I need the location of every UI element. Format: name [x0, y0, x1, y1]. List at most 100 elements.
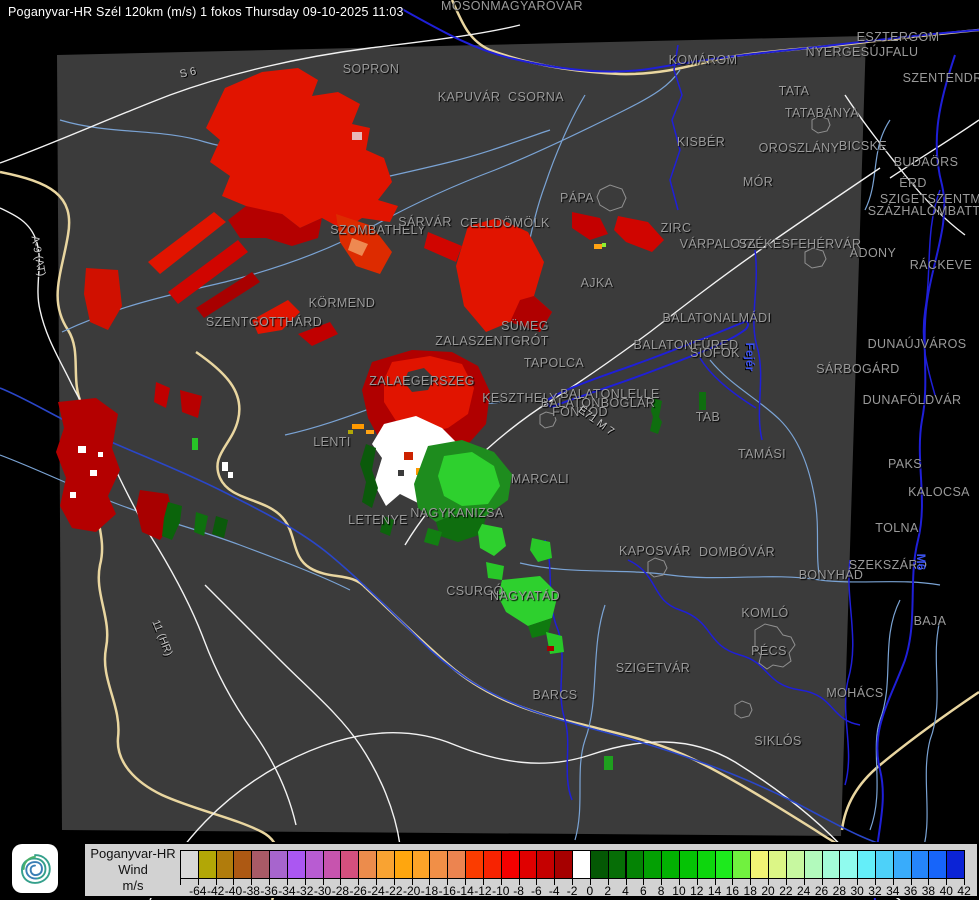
- scale-tick-label: -28: [331, 884, 350, 898]
- road-lines: [0, 24, 979, 900]
- scale-box: [465, 850, 484, 879]
- scale-tick-label: 26: [814, 884, 829, 898]
- scale-box: [358, 850, 377, 879]
- scale-tick-label: -6: [531, 884, 542, 898]
- legend-color-scale: -64 -42 -40 -38 -36 -34 -32 -30 -28 -26 -24 -22 -20-…: [85, 844, 977, 898]
- scale-tick: [714, 879, 716, 885]
- scale-box: [678, 850, 698, 879]
- scale-box: [304, 850, 324, 879]
- scale-box: [785, 850, 805, 879]
- scale-tick: [482, 879, 484, 885]
- scale-tick-label: -4: [548, 884, 560, 898]
- scale-box: [322, 850, 342, 879]
- scale-box: [572, 850, 591, 879]
- scale-box: [536, 850, 556, 879]
- scale-box: [696, 850, 716, 879]
- scale-tick: [964, 879, 966, 885]
- scale-tick: [411, 879, 413, 885]
- scale-tick-label: 42: [957, 884, 971, 898]
- scale-tick-label: -64: [189, 884, 207, 898]
- scale-tick-label: 0: [586, 884, 594, 898]
- scale-tick: [625, 879, 627, 885]
- scale-tick-label: -32: [296, 884, 314, 898]
- scale-tick: [447, 879, 449, 885]
- legend-panel: Poganyvar-HR Wind m/s -64 -42 -40 -38 -36 -34…: [83, 842, 979, 898]
- scale-tick-label: -36: [260, 884, 278, 898]
- scale-tick-label: 4: [622, 884, 629, 898]
- scale-tick-label: 40: [939, 884, 953, 898]
- scale-tick: [251, 879, 253, 885]
- scale-tick: [661, 879, 663, 885]
- scale-tick: [910, 879, 912, 885]
- scale-tick-label: -42: [206, 884, 225, 898]
- scale-tick: [269, 879, 271, 885]
- scale-tick-label: 30: [850, 884, 864, 898]
- legend-parameter: Wind: [118, 862, 148, 877]
- scale-tick-label: 12: [690, 884, 704, 898]
- legend-unit: m/s: [122, 878, 144, 893]
- scale-tick-label: 8: [657, 884, 665, 898]
- scale-tick: [340, 879, 342, 885]
- scale-tick-label: 2: [604, 884, 612, 898]
- scale-tick: [678, 879, 680, 885]
- scale-box: [643, 850, 663, 879]
- scale-tick: [857, 879, 859, 885]
- scale-box: [607, 850, 627, 879]
- scale-tick: [197, 879, 199, 885]
- scale-box: [393, 850, 413, 879]
- scale-box: [661, 850, 680, 879]
- scale-tick-label: 32: [868, 884, 882, 898]
- scale-tick: [874, 879, 876, 885]
- scale-tick-label: 34: [886, 884, 900, 898]
- scale-tick: [536, 879, 538, 885]
- scale-tick: [572, 879, 574, 885]
- scale-tick-label: -30: [313, 884, 332, 898]
- scale-box: [803, 850, 823, 879]
- scale-box: [233, 850, 253, 879]
- scale-box: [839, 850, 859, 879]
- scale-tick: [589, 879, 591, 885]
- legend-text-block: Poganyvar-HR Wind m/s: [87, 846, 179, 894]
- scale-box: [714, 850, 734, 879]
- scale-box: [251, 850, 271, 879]
- scale-tick: [215, 879, 217, 885]
- scale-tick-label: 10: [672, 884, 686, 898]
- scale-tick-label: -10: [492, 884, 510, 898]
- scale-tick: [358, 879, 360, 885]
- scale-tick: [750, 879, 752, 885]
- scale-tick: [839, 879, 841, 885]
- scale-box: [518, 850, 538, 879]
- scale-tick: [946, 879, 948, 885]
- scale-box: [411, 850, 431, 879]
- legend-product-name: Poganyvar-HR: [90, 846, 176, 861]
- scale-tick-label: -22: [385, 884, 403, 898]
- scale-tick: [393, 879, 395, 885]
- scale-tick: [821, 879, 823, 885]
- scale-tick: [500, 879, 502, 885]
- scale-tick-label: 36: [903, 884, 918, 898]
- scale-box: [269, 850, 288, 879]
- scale-box: [928, 850, 948, 879]
- scale-tick-label: -40: [224, 884, 243, 898]
- scale-tick-label: -16: [438, 884, 456, 898]
- scale-tick-label: -20: [402, 884, 421, 898]
- scale-box: [768, 850, 787, 879]
- scale-tick: [607, 879, 609, 885]
- scale-tick-label: 18: [743, 884, 757, 898]
- scale-box: [589, 850, 609, 879]
- scale-tick: [732, 879, 734, 885]
- scale-box: [750, 850, 770, 879]
- scale-box: [892, 850, 912, 879]
- scale-tick: [518, 879, 520, 885]
- scale-tick-label: 28: [832, 884, 847, 898]
- scale-tick: [465, 879, 467, 885]
- scale-tick-label: 14: [707, 884, 722, 898]
- scale-box: [625, 850, 645, 879]
- scale-tick: [554, 879, 556, 885]
- scale-tick: [429, 879, 431, 885]
- scale-tick: [376, 879, 378, 885]
- scale-tick-label: -18: [420, 884, 439, 898]
- scale-tick: [803, 879, 805, 885]
- scale-tick-label: 24: [797, 884, 811, 898]
